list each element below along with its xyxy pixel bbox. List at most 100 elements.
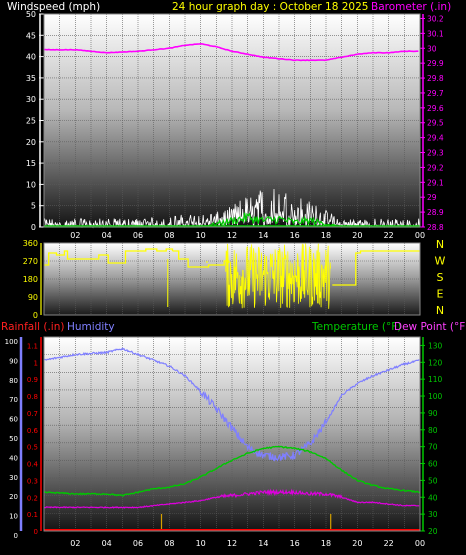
rain-tick-label: 0.7 xyxy=(27,410,38,418)
temp-series xyxy=(43,347,421,531)
wind-y-tick-label: 30 xyxy=(26,95,36,104)
temperature-line xyxy=(43,445,421,497)
temperature-tick-label: 70 xyxy=(428,443,438,452)
temperature-tick-label: 30 xyxy=(428,510,438,519)
barometer-tick-label: 30 xyxy=(427,44,437,53)
rain-tick-label: 0.3 xyxy=(27,477,38,485)
temperature-title: Temperature (°F) xyxy=(311,321,401,333)
temperature-tick-label: 20 xyxy=(428,527,438,536)
wind-direction-line xyxy=(332,250,420,286)
compass-letter: N xyxy=(436,304,444,317)
direction-y-axis: 0 90 180 270 360 xyxy=(23,239,42,320)
rain-tick-label: 0.4 xyxy=(27,461,39,469)
wind-direction-line xyxy=(44,248,174,266)
wind-y-tick-label: 5 xyxy=(31,202,36,211)
x-tick-label: 12 xyxy=(227,231,237,240)
temperature-tick-label: 130 xyxy=(428,341,443,350)
humidity-tick-label: 100 xyxy=(5,338,18,346)
wind-y-tick-label: 35 xyxy=(26,74,36,83)
humidity-tick-label: 30 xyxy=(9,474,18,482)
humidity-tick-label: 80 xyxy=(9,377,18,385)
temperature-tick-label: 40 xyxy=(428,493,438,502)
barometer-y-axis: 28.8 28.9 29 29.1 29.2 29.3 29.4 29.5 29.6 29.7 29… xyxy=(420,14,444,232)
direction-y-tick-label: 180 xyxy=(23,275,38,284)
rain-tick-label: 1.1 xyxy=(27,342,38,350)
barometer-tick-label: 30.1 xyxy=(427,29,444,38)
compass-letter: W xyxy=(435,255,446,268)
humidity-tick-label: 50 xyxy=(9,435,18,443)
wind-grid xyxy=(44,14,420,227)
wind-y-tick-label: 0 xyxy=(31,223,36,232)
humidity-tick-label: 10 xyxy=(9,513,18,521)
x-tick-label: 16 xyxy=(290,539,300,548)
rain-tick-label: 0.6 xyxy=(27,427,39,435)
temp-x-axis: 02 04 06 08 10 12 14 16 18 20 22 00 xyxy=(70,539,425,548)
temperature-tick-label: 90 xyxy=(428,409,438,418)
x-tick-label: 06 xyxy=(133,539,143,548)
humidity-tick-label: 60 xyxy=(9,416,18,424)
rainfall-title: Rainfall (.in) xyxy=(1,321,64,333)
rain-tick-label: 0.1 xyxy=(27,511,38,519)
temp-grid xyxy=(44,337,420,531)
temperature-tick-label: 100 xyxy=(428,392,443,401)
x-tick-label: 10 xyxy=(196,231,206,240)
rain-tick-label: 1 xyxy=(34,359,38,367)
x-tick-label: 16 xyxy=(290,231,300,240)
direction-y-tick-label: 360 xyxy=(23,239,38,248)
barometer-tick-label: 29.2 xyxy=(427,163,444,172)
barometer-tick-label: 29 xyxy=(427,193,437,202)
wind-y-tick-label: 10 xyxy=(26,180,36,189)
x-tick-label: 06 xyxy=(133,231,143,240)
rain-tick-label: 0 xyxy=(34,528,38,536)
wind-plot-frame xyxy=(43,13,421,228)
barometer-tick-label: 29.6 xyxy=(427,104,444,113)
direction-y-tick-label: 90 xyxy=(28,293,38,302)
rain-tick-label: 0.9 xyxy=(27,376,38,384)
rain-tick-label: 0.8 xyxy=(27,393,38,401)
temperature-y-axis: 20 30 40 50 60 70 80 90 100 110 120 130 xyxy=(420,337,443,536)
temp-plot-frame xyxy=(43,336,421,532)
wind-y-axis: 0 5 10 15 20 25 30 35 40 45 50 xyxy=(26,10,44,232)
humidity-tick-label: 20 xyxy=(9,493,18,501)
wind-title: Windspeed (mph) xyxy=(7,1,100,13)
compass-letter: N xyxy=(436,238,444,251)
humidity-line xyxy=(43,347,420,462)
direction-series xyxy=(44,243,420,309)
rain-tick-label: 0.2 xyxy=(27,494,38,502)
barometer-title: Barometer (.in) xyxy=(371,1,451,13)
date-title: 24 hour graph day : October 18 2025 xyxy=(172,1,368,13)
barometer-tick-label: 29.3 xyxy=(427,149,444,158)
x-tick-label: 22 xyxy=(384,231,394,240)
x-tick-label: 14 xyxy=(258,231,268,240)
x-tick-label: 00 xyxy=(415,231,425,240)
rain-tick-label: 0.5 xyxy=(27,444,38,452)
barometer-line xyxy=(43,42,419,62)
direction-y-tick-label: 0 xyxy=(33,311,38,320)
x-tick-label: 02 xyxy=(70,539,80,548)
x-tick-label: 04 xyxy=(102,539,112,548)
humidity-title: Humidity xyxy=(67,321,115,333)
barometer-tick-label: 28.8 xyxy=(427,223,444,232)
wind-y-tick-label: 50 xyxy=(26,10,36,19)
barometer-tick-label: 29.4 xyxy=(427,134,444,143)
x-tick-label: 20 xyxy=(352,231,362,240)
direction-plot-frame xyxy=(43,242,421,316)
barometer-tick-label: 29.1 xyxy=(427,178,444,187)
rain-y-axis: 0 0.1 0.2 0.3 0.4 0.5 0.6 0.7 0.8 0.9 1 1.1 xyxy=(27,337,42,536)
x-tick-label: 04 xyxy=(102,231,112,240)
wind-y-tick-label: 15 xyxy=(26,159,36,168)
wind-y-tick-label: 20 xyxy=(26,138,36,147)
x-tick-label: 20 xyxy=(352,539,362,548)
wind-y-tick-label: 40 xyxy=(26,53,36,62)
humidity-tick-label: 0 xyxy=(14,532,18,540)
humidity-tick-label: 40 xyxy=(9,454,18,462)
wind-direction-noise xyxy=(225,243,331,309)
x-tick-label: 22 xyxy=(384,539,394,548)
temperature-tick-label: 80 xyxy=(428,426,438,435)
wind-x-axis: 02 04 06 08 10 12 14 16 18 20 22 00 xyxy=(70,231,425,240)
humidity-tick-label: 90 xyxy=(9,357,18,365)
